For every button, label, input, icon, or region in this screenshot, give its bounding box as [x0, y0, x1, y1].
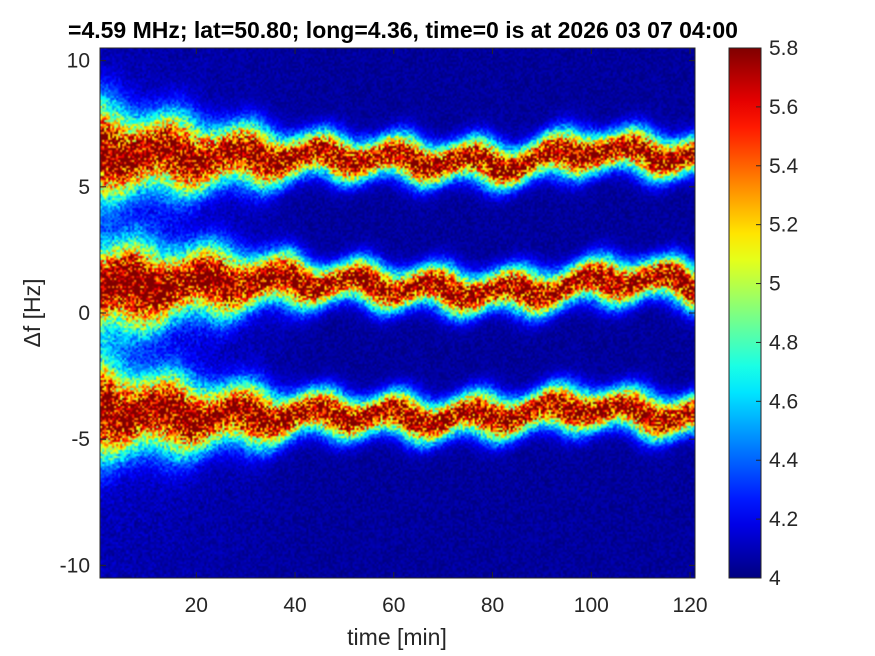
colorbar: 4 4.2 4.4 4.6 4.8 5 5.2 5.4 5.6 5.8 [728, 37, 799, 590]
colorbar-tick-label: 5.6 [769, 96, 798, 119]
colorbar-tick-label: 5.8 [769, 37, 798, 60]
colorbar-tick-label: 4.8 [769, 331, 798, 354]
y-axis-ticks: -10 -5 0 5 10 [60, 50, 695, 577]
x-tick-label: 100 [574, 594, 609, 617]
spectrogram-plot [99, 47, 696, 579]
x-tick-label: 120 [673, 594, 708, 617]
x-axis-label: time [min] [347, 624, 447, 650]
colorbar-tick-label: 4.4 [769, 449, 799, 472]
y-tick-label: 5 [78, 176, 90, 199]
y-tick-label: 10 [67, 50, 90, 73]
colorbar-ticks: 4 4.2 4.4 4.6 4.8 5 5.2 5.4 5.6 5.8 [756, 37, 799, 590]
x-tick-label: 80 [481, 594, 504, 617]
x-axis-ticks: 20 40 60 80 100 120 [185, 48, 708, 617]
x-tick-label: 60 [382, 594, 405, 617]
y-tick-label: -5 [71, 428, 90, 451]
colorbar-tick-label: 5.2 [769, 214, 798, 237]
colorbar-tick-label: 4.6 [769, 390, 798, 413]
colorbar-tick-label: 4 [769, 567, 781, 590]
x-tick-label: 40 [283, 594, 306, 617]
colorbar-tick-label: 5.4 [769, 155, 799, 178]
colorbar-frame [728, 47, 762, 579]
spectrogram-heatmap [100, 48, 695, 578]
y-tick-label: 0 [78, 302, 90, 325]
chart-title: =4.59 MHz; lat=50.80; long=4.36, time=0 … [68, 17, 738, 43]
colorbar-tick-label: 5 [769, 273, 781, 296]
x-tick-label: 20 [185, 594, 208, 617]
y-tick-label: -10 [60, 554, 90, 577]
y-axis-label: Δf [Hz] [19, 278, 45, 347]
colorbar-tick-label: 4.2 [769, 508, 798, 531]
colorbar-gradient [729, 48, 761, 578]
